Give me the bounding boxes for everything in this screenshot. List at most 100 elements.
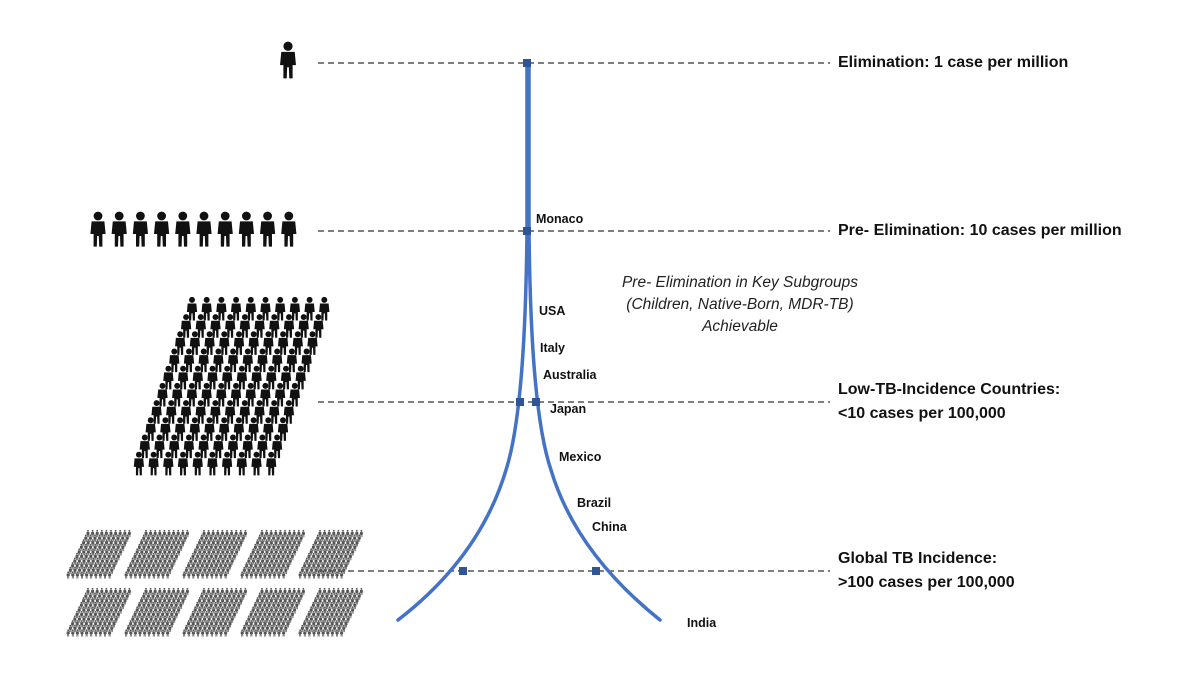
person-icon: [123, 539, 127, 547]
person-icon: [84, 552, 88, 561]
person-icon: [88, 534, 92, 542]
person-icon: [256, 606, 260, 614]
person-icon: [293, 548, 297, 556]
person-icon: [341, 548, 345, 556]
person-icon: [109, 548, 113, 556]
person-icon: [159, 566, 163, 575]
person-icon: [277, 610, 281, 619]
person-icon: [196, 552, 200, 561]
person-icon: [75, 562, 79, 570]
person-icon: [87, 615, 91, 623]
person-icon: [191, 620, 195, 628]
person-icon: [292, 539, 296, 547]
person-icon: [265, 587, 269, 596]
person-icon: [343, 592, 347, 600]
person-icon: [142, 534, 146, 542]
person-icon: [158, 587, 162, 596]
person-icon: [299, 534, 303, 542]
person-icon: [253, 543, 257, 552]
person-icon: [267, 601, 271, 610]
person-icon: [107, 610, 111, 619]
person-icon: [165, 610, 169, 619]
person-icon: [204, 534, 208, 542]
person-icon: [288, 606, 292, 614]
person-icon: [156, 620, 160, 628]
person-icon: [177, 548, 181, 556]
person-icon: [251, 548, 255, 556]
person-icon: [219, 571, 223, 579]
person-icon: [337, 539, 341, 547]
person-icon: [185, 529, 189, 538]
person-icon: [146, 592, 150, 600]
person-icon: [144, 529, 148, 538]
person-icon: [135, 615, 139, 623]
person-icon: [154, 211, 170, 247]
person-icon: [167, 606, 171, 614]
person-icon: [207, 548, 211, 556]
person-icon: [66, 571, 70, 579]
person-icon: [107, 562, 111, 570]
person-icon: [335, 571, 339, 579]
person-icon: [314, 597, 318, 605]
person-icon: [327, 529, 331, 538]
person-icon: [78, 566, 82, 575]
person-icon: [165, 620, 169, 628]
person-icon: [89, 552, 93, 561]
person-icon: [111, 592, 115, 600]
person-icon: [166, 629, 170, 637]
person-icon: [103, 629, 107, 637]
person-icon: [161, 629, 165, 637]
person-icon: [323, 566, 327, 575]
person-icon: [281, 592, 285, 600]
person-icon: [105, 566, 109, 575]
person-icon: [179, 592, 183, 600]
person-icon: [94, 620, 98, 628]
person-icon: [125, 534, 129, 542]
person-icon: [263, 543, 267, 552]
person-icon: [348, 534, 352, 542]
person-icon: [80, 629, 84, 637]
person-icon: [196, 562, 200, 570]
person-icon: [142, 562, 146, 570]
person-icon: [193, 606, 197, 614]
person-icon: [223, 592, 227, 600]
person-icon: [240, 571, 244, 579]
person-icon: [153, 529, 157, 538]
person-icon: [152, 571, 156, 579]
person-icon: [209, 543, 213, 552]
person-icon: [258, 601, 262, 610]
person-icon: [230, 529, 234, 538]
person-icon: [274, 557, 278, 565]
person-icon: [172, 529, 176, 538]
person-icon: [249, 610, 253, 619]
person-icon: [320, 592, 324, 600]
person-icon: [94, 629, 98, 637]
person-icon: [198, 615, 202, 623]
person-icon: [98, 571, 102, 579]
person-icon: [168, 566, 172, 575]
person-icon: [297, 587, 301, 596]
person-icon: [261, 624, 265, 633]
person-icon: [126, 566, 130, 575]
person-icon: [198, 606, 202, 614]
person-icon: [335, 552, 339, 561]
person-icon: [232, 610, 236, 619]
person-icon: [149, 557, 153, 565]
person-icon: [351, 606, 355, 614]
person-icon: [339, 610, 343, 619]
person-icon: [109, 539, 113, 547]
person-icon: [170, 543, 174, 552]
person-icon: [228, 552, 232, 561]
person-icon: [321, 620, 325, 628]
person-icon: [330, 620, 334, 628]
person-icon: [185, 587, 189, 596]
person-icon: [239, 597, 243, 605]
person-icon: [274, 529, 278, 538]
person-icon: [124, 571, 128, 579]
country-label-india: India: [687, 616, 717, 630]
person-icon: [346, 615, 350, 623]
person-icon: [156, 592, 160, 600]
subgroup-note-line2: (Children, Native-Born, MDR-TB): [626, 296, 854, 313]
person-icon: [191, 571, 195, 579]
person-icon: [79, 601, 83, 610]
